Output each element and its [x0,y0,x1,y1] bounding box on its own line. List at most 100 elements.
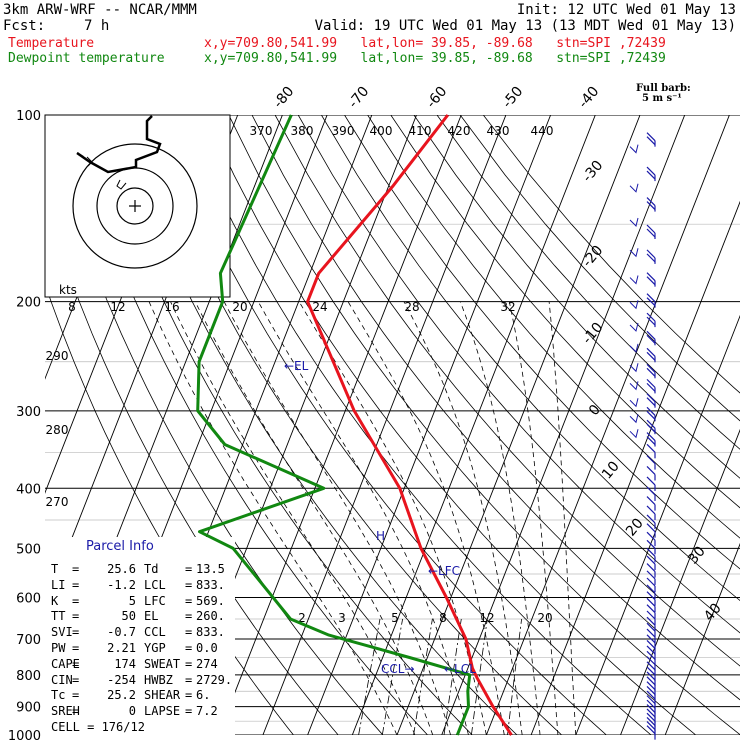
temperature-profile [306,114,513,736]
parcel-stat-value: 833. [196,625,225,640]
wind-barb [646,455,656,470]
parcel-stat-value: 5 [128,593,136,608]
parcel-stat-equals: = [185,577,193,592]
wind-barb [646,725,656,740]
parcel-stat-value: 274 [196,656,218,671]
hodograph-speed-label: 12 [110,300,125,314]
parcel-stat-value: -0.7 [107,625,136,640]
dry-adiabat-440 [436,115,740,450]
dry-adiabat-410 [367,115,740,539]
parcel-stat-value: 7.2 [196,704,218,719]
dry-adiabat-300 [112,115,518,735]
parcel-stat-value: 50 [121,609,136,624]
isotherm--20 [307,115,552,735]
wind-barb-inner [629,144,639,154]
parcel-stat-name: SWEAT [144,656,181,671]
dewpoint-profile [196,114,472,736]
parcel-stat-name: T [51,562,59,576]
parcel-stat-name: K [51,593,59,608]
parcel-stat-value: 25.2 [107,688,136,703]
moist-adiabat-24 [347,301,505,735]
pressure-label: 300 [16,405,41,420]
parcel-stat-name: EL [144,609,159,624]
isotherm-label: -70 [345,84,372,112]
pressure-label: 500 [16,542,41,557]
isotherm-label: -30 [579,158,606,186]
dry-adiabat-350 [228,115,740,735]
parcel-stat-name: CIN [51,672,73,687]
mixing-ratio-label: 2 [298,611,306,625]
wind-barb [646,443,656,459]
parcel-stat-equals: = [72,562,80,576]
moist-adiabat-12 [223,301,451,735]
parcel-stat-value: 174 [114,656,136,671]
wind-barb [646,249,656,264]
hodograph-direction-label: 290 [46,349,69,363]
moist-adiabat-8 [194,301,434,735]
parcel-stat-name: Tc [51,688,66,703]
theta-label: 390 [332,124,355,138]
pressure-label: 800 [16,669,41,684]
wind-barb [646,505,656,520]
hodograph-small-loop [86,156,93,167]
parcel-stat-value: 833. [196,577,225,592]
isotherm--140 [0,115,14,735]
mixing-ratio-8 [443,618,462,735]
wind-barb [646,496,656,511]
mixing-ratio-20 [507,618,522,735]
dry-adiabat-340 [205,115,697,735]
pressure-label: 600 [16,591,41,606]
parcel-stat-equals: = [185,625,193,640]
parcel-stat-equals: = [185,672,193,687]
wind-barb [646,330,656,346]
wind-barb [646,466,656,481]
wind-barb [646,406,656,422]
dry-adiabat-400 [344,115,740,570]
isotherm-label: -80 [270,84,297,112]
wind-barb [646,577,656,592]
moist-adiabat-40 [548,301,577,735]
wind-barb [646,547,656,563]
parcel-stat-value: 13.5 [196,562,225,576]
parcel-stat-name: Td [144,562,159,576]
parcel-cell: CELL = 176/12 [51,720,145,734]
moist-adiabat-28 [403,301,523,735]
dewpoint-legend: Dewpoint temperature [8,51,165,66]
isotherm-label: 40 [701,600,725,624]
ccl-annotation: CCL→ [381,662,415,676]
moist-adiabat-36 [508,301,559,735]
dry-adiabat-430 [413,115,740,479]
wind-barb-inner [629,322,639,332]
wind-barb [646,616,656,632]
hodograph-trace [76,115,162,174]
moist-adiabat-16 [257,301,469,735]
parcel-stat-equals: = [185,562,193,576]
forecast-label: Fcst: [3,18,46,34]
parcel-stat-equals: = [72,656,80,671]
wind-barb [646,166,656,182]
parcel-panel [45,537,235,737]
wind-barb [646,378,656,394]
wind-barb [646,597,656,613]
parcel-stat-value: 2729. [196,672,233,687]
isotherm-20 [485,115,730,735]
mixing-ratio-label: 3 [338,611,346,625]
wind-barb [646,272,656,287]
temperature-location: x,y=709.80,541.99 lat,lon= 39.85, -89.68… [204,36,666,51]
dry-adiabat-450 [459,115,740,422]
isotherm-label: -10 [579,320,606,348]
dewpoint-location: x,y=709.80,541.99 lat,lon= 39.85, -89.68… [204,51,666,66]
parcel-stat-equals: = [72,704,80,719]
wind-barb [646,476,656,491]
isotherm--30 [262,115,507,735]
dry-adiabat-330 [182,115,652,735]
wind-barb [646,432,656,447]
isotherm-40 [575,314,740,735]
theta-label: 400 [370,124,393,138]
wind-barb [646,531,656,547]
pressure-label: 100 [16,109,41,124]
pressure-label: 1000 [8,729,41,740]
parcel-stat-value: 25.6 [107,562,136,576]
dry-adiabat-290 [89,115,473,735]
